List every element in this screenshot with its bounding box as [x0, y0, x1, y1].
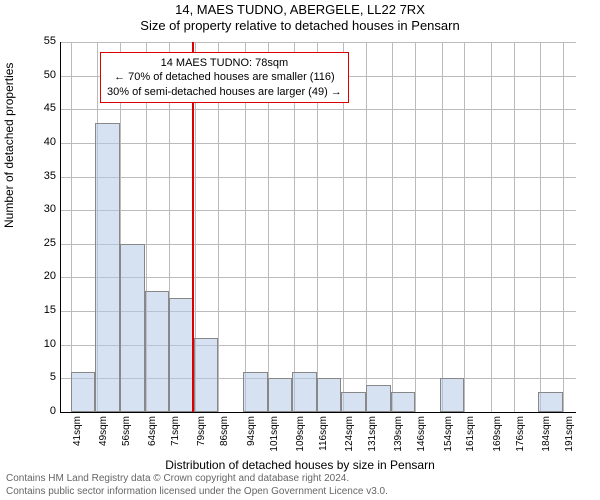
x-tick: 154sqm [443, 416, 454, 456]
x-tick: 169sqm [492, 416, 503, 456]
x-tick: 94sqm [246, 416, 257, 456]
callout-line1: 14 MAES TUDNO: 78sqm [107, 56, 342, 70]
histogram-bar [268, 378, 293, 412]
x-tick: 109sqm [295, 416, 306, 456]
histogram-bar [71, 372, 96, 412]
footer-line2: Contains public sector information licen… [6, 486, 388, 499]
y-tick: 35 [16, 170, 56, 182]
reference-callout: 14 MAES TUDNO: 78sqm ← 70% of detached h… [100, 52, 349, 103]
y-tick: 5 [16, 371, 56, 383]
y-tick: 45 [16, 102, 56, 114]
histogram-bar [194, 338, 219, 412]
x-tick: 101sqm [269, 416, 280, 456]
x-tick: 191sqm [564, 416, 575, 456]
footer-line1: Contains HM Land Registry data © Crown c… [6, 473, 388, 486]
histogram-bar [366, 385, 391, 412]
x-tick: 184sqm [541, 416, 552, 456]
x-tick: 116sqm [318, 416, 329, 456]
x-tick: 124sqm [344, 416, 355, 456]
x-tick: 146sqm [416, 416, 427, 456]
y-tick: 20 [16, 270, 56, 282]
x-tick: 41sqm [72, 416, 83, 456]
x-tick: 71sqm [170, 416, 181, 456]
x-tick: 139sqm [393, 416, 404, 456]
histogram-bar [95, 123, 120, 412]
x-tick: 176sqm [515, 416, 526, 456]
y-tick: 55 [16, 35, 56, 47]
y-tick: 50 [16, 69, 56, 81]
y-tick: 10 [16, 338, 56, 350]
histogram-bar [341, 392, 366, 412]
x-tick: 131sqm [367, 416, 378, 456]
histogram-bar [169, 298, 194, 412]
histogram-bar [538, 392, 563, 412]
footer-attribution: Contains HM Land Registry data © Crown c… [6, 473, 388, 498]
y-tick: 40 [16, 136, 56, 148]
y-axis-label: Number of detached properties [2, 63, 16, 228]
histogram-bar [292, 372, 317, 412]
x-tick: 49sqm [98, 416, 109, 456]
histogram-bar [243, 372, 268, 412]
x-axis-label: Distribution of detached houses by size … [0, 458, 600, 472]
x-tick: 79sqm [196, 416, 207, 456]
x-tick: 86sqm [219, 416, 230, 456]
y-tick: 0 [16, 405, 56, 417]
histogram-bar [145, 291, 170, 412]
chart-title-2: Size of property relative to detached ho… [0, 18, 600, 33]
callout-line2: ← 70% of detached houses are smaller (11… [107, 70, 342, 84]
x-tick: 56sqm [121, 416, 132, 456]
histogram-bar [120, 244, 145, 412]
y-tick: 25 [16, 237, 56, 249]
histogram-bar [440, 378, 465, 412]
x-tick: 64sqm [147, 416, 158, 456]
callout-line3: 30% of semi-detached houses are larger (… [107, 85, 342, 99]
histogram-bar [317, 378, 342, 412]
y-tick: 30 [16, 203, 56, 215]
histogram-bar [391, 392, 416, 412]
chart-title-1: 14, MAES TUDNO, ABERGELE, LL22 7RX [0, 2, 600, 17]
x-tick: 161sqm [465, 416, 476, 456]
y-tick: 15 [16, 304, 56, 316]
